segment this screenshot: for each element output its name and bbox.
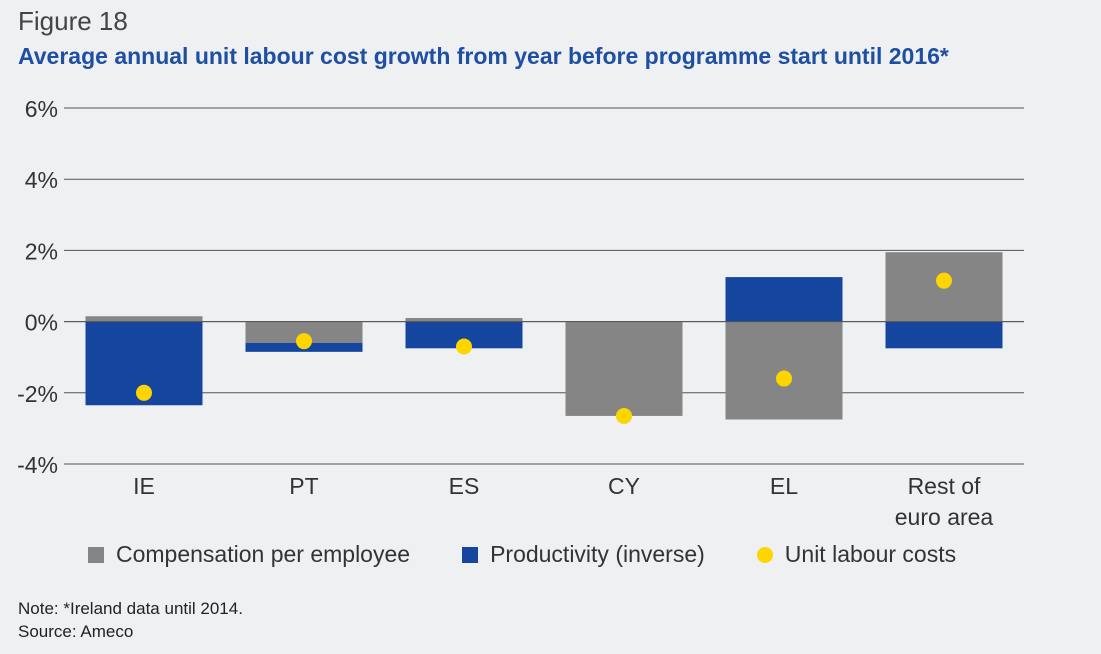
chart: 6% 4% 2% 0% -2% -4% IE PT ES CY EL Rest of euro area xyxy=(17,96,1024,530)
dot-unit-labour-cost xyxy=(456,338,472,355)
bar-compensation xyxy=(405,318,523,322)
y-tick-label: 6% xyxy=(25,96,58,122)
x-category-label: Rest of xyxy=(908,473,981,499)
legend-item-compensation: Compensation per employee xyxy=(88,541,410,568)
y-tick-label: 4% xyxy=(25,167,58,193)
legend-swatch-compensation xyxy=(88,546,104,563)
legend-swatch-productivity xyxy=(462,546,479,563)
dot-unit-labour-cost xyxy=(296,333,312,350)
bar-compensation xyxy=(725,321,843,420)
bar-compensation xyxy=(565,321,683,416)
x-category-label: euro area xyxy=(895,504,994,530)
dot-unit-labour-cost xyxy=(136,384,152,401)
note-block: Note: *Ireland data until 2014. Source: … xyxy=(18,597,243,643)
y-tick-label: -2% xyxy=(17,381,58,407)
x-category-label: EL xyxy=(770,473,798,499)
legend: Compensation per employee Productivity (… xyxy=(88,541,1008,568)
x-category-label: PT xyxy=(289,473,318,499)
source-text: Source: Ameco xyxy=(18,622,134,641)
x-category-label: CY xyxy=(608,473,640,499)
legend-label-compensation: Compensation per employee xyxy=(116,541,411,567)
legend-item-ulc: Unit labour costs xyxy=(756,541,957,568)
legend-dot-ulc xyxy=(756,546,773,563)
x-category-label: ES xyxy=(449,473,480,499)
dot-unit-labour-cost xyxy=(776,370,792,387)
y-tick-label: 0% xyxy=(25,310,58,336)
y-tick-label: 2% xyxy=(25,238,58,264)
legend-label-productivity: Productivity (inverse) xyxy=(490,541,705,567)
legend-label-ulc: Unit labour costs xyxy=(784,541,957,567)
x-category-label: IE xyxy=(133,473,155,499)
bar-productivity xyxy=(725,277,843,322)
figure-label: Figure 18 xyxy=(18,6,128,36)
dot-unit-labour-cost xyxy=(616,407,632,424)
chart-title: Average annual unit labour cost growth f… xyxy=(18,43,949,69)
bar-productivity xyxy=(885,321,1003,349)
bar-compensation xyxy=(245,321,363,343)
dot-unit-labour-cost xyxy=(936,272,952,289)
bar-compensation xyxy=(85,316,203,322)
legend-item-productivity: Productivity (inverse) xyxy=(462,541,705,568)
y-tick-label: -4% xyxy=(17,452,58,478)
note-text: Note: *Ireland data until 2014. xyxy=(18,599,243,618)
